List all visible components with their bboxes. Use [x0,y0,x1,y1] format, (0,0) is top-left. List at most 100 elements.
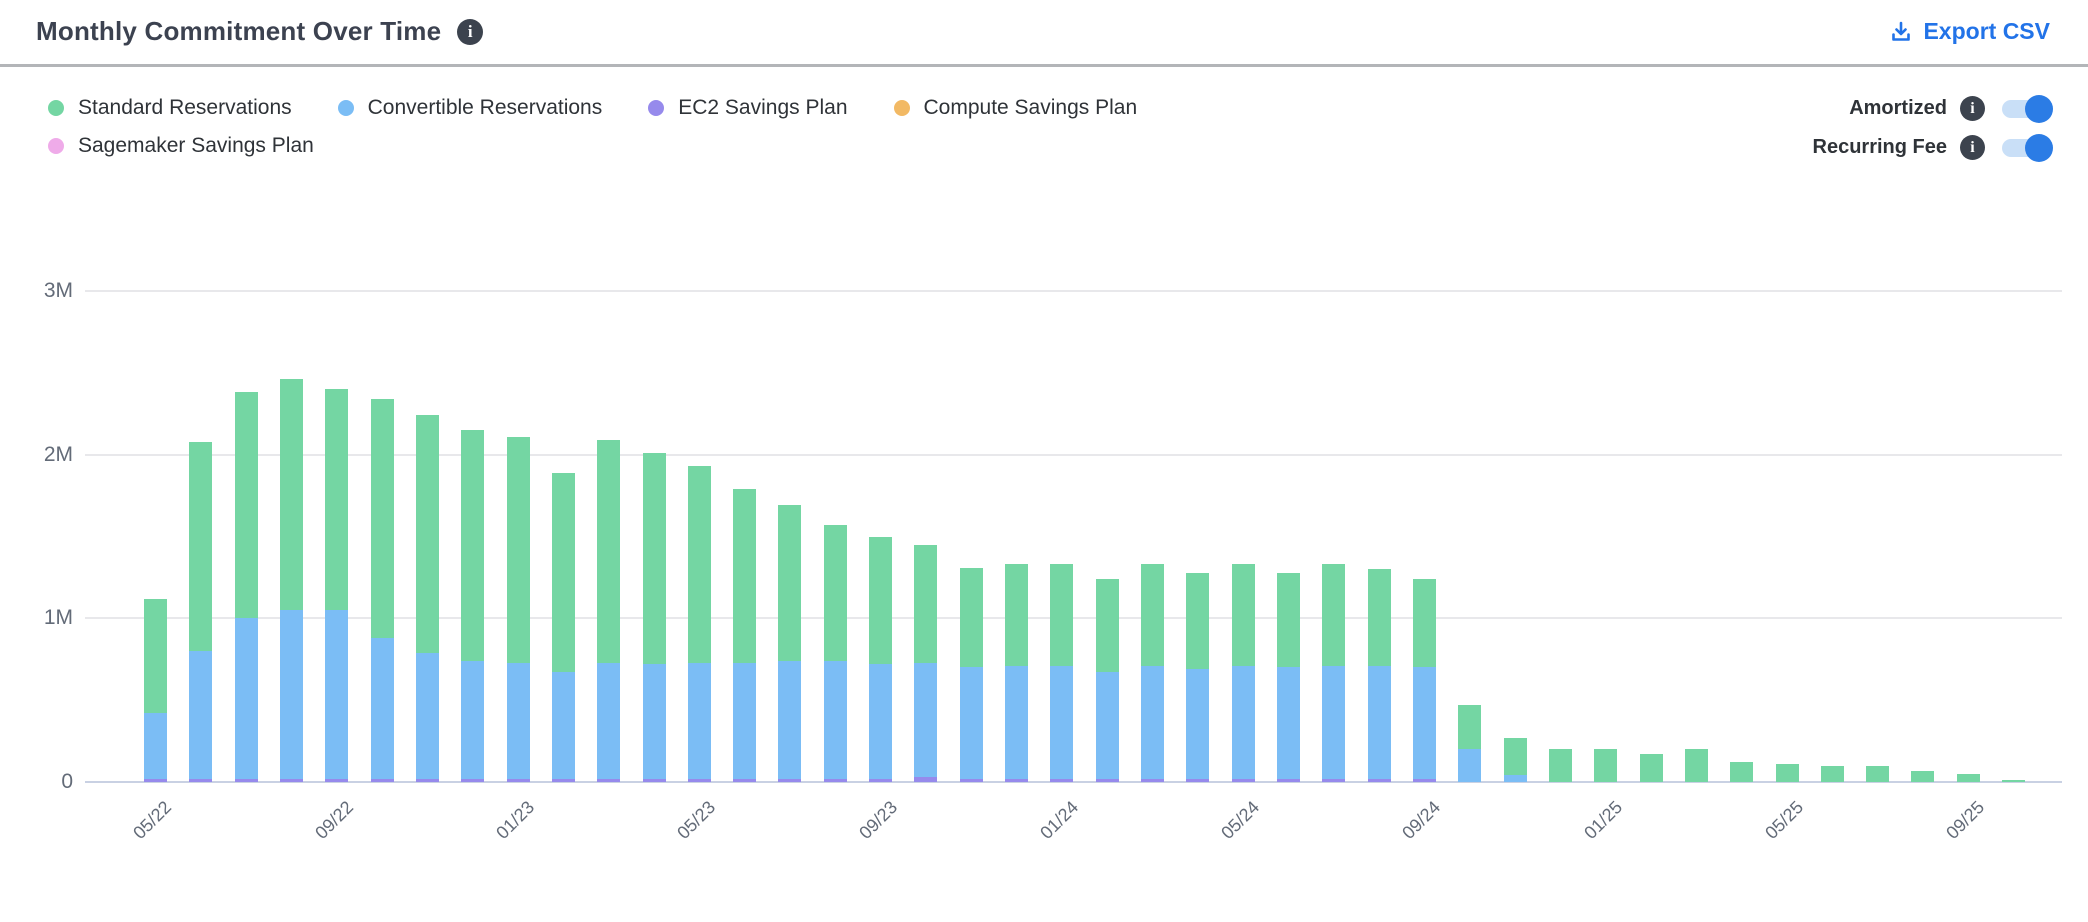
legend-item-sagemaker-savings-plan[interactable]: Sagemaker Savings Plan [48,134,314,158]
legend-dot [893,100,910,116]
bar-segment-standard-reservations [1050,564,1074,666]
bar-07/22[interactable] [234,392,258,782]
bar-segment-convertible-reservations [687,662,711,779]
bar-segment-convertible-reservations [189,651,213,779]
bar-segment-convertible-reservations [1458,749,1482,782]
bar-04/24[interactable] [1186,572,1210,782]
amortized-label: Amortized [1849,97,1947,119]
bar-segment-standard-reservations [1503,737,1527,776]
bar-06/22[interactable] [189,441,213,782]
bar-segment-standard-reservations [1141,564,1165,666]
bar-05/22[interactable] [144,598,167,782]
bar-segment-ec2-savings-plan [144,778,167,782]
bar-03/24[interactable] [1141,564,1165,782]
bar-01/23[interactable] [506,436,530,782]
bar-11/24[interactable] [1503,737,1527,782]
bar-08/25[interactable] [1911,770,1935,782]
bar-06/25[interactable] [1820,765,1844,782]
bar-01/24[interactable] [1050,564,1074,782]
bar-08/23[interactable] [823,525,847,782]
gridline-3M [85,289,2062,292]
bar-09/24[interactable] [1412,579,1436,782]
bar-02/24[interactable] [1095,579,1119,782]
bar-09/22[interactable] [325,389,349,782]
legend-item-standard-reservations[interactable]: Standard Reservations [48,96,292,120]
bar-segment-convertible-reservations [597,662,621,779]
bar-06/23[interactable] [733,489,757,782]
bar-08/22[interactable] [279,379,303,782]
bar-02/25[interactable] [1639,754,1663,782]
bar-12/23[interactable] [1005,564,1029,782]
bar-07/23[interactable] [778,505,802,782]
legend: Standard Reservations Convertible Reserva… [48,96,1448,158]
bar-09/23[interactable] [869,536,893,782]
bar-10/24[interactable] [1458,705,1482,782]
recurring-fee-info-icon[interactable]: i [1960,135,1985,160]
x-tick-label-09/24: 09/24 [1398,797,1445,843]
bar-05/24[interactable] [1231,564,1255,782]
bar-segment-standard-reservations [551,472,575,673]
bar-segment-convertible-reservations [1412,667,1436,779]
bar-segment-ec2-savings-plan [733,778,757,782]
bar-segment-convertible-reservations [279,610,303,779]
bar-04/23[interactable] [642,453,666,782]
bar-segment-standard-reservations [1594,749,1618,782]
bar-03/25[interactable] [1684,749,1708,782]
bar-segment-standard-reservations [823,525,847,661]
bar-segment-standard-reservations [1956,773,1980,782]
bar-03/23[interactable] [597,439,621,782]
title-info-icon[interactable]: i [457,18,484,45]
x-tick-label-09/22: 09/22 [310,797,357,843]
bar-segment-standard-reservations [1277,572,1300,668]
bar-segment-standard-reservations [2002,779,2026,782]
export-csv-button[interactable]: Export CSV [1889,18,2050,45]
toggle-group: Amortized i Recurring Fee i [1813,94,2053,162]
amortized-toggle[interactable] [2002,94,2053,123]
bar-05/23[interactable] [687,466,711,782]
bar-01/25[interactable] [1594,749,1618,782]
bar-02/23[interactable] [551,472,575,782]
legend-dot [648,100,665,116]
bar-segment-convertible-reservations [1095,672,1119,779]
x-tick-label-05/25: 05/25 [1761,797,1808,843]
bar-segment-ec2-savings-plan [189,778,213,782]
bar-segment-ec2-savings-plan [234,778,258,782]
bar-segment-ec2-savings-plan [506,778,530,782]
bar-12/24[interactable] [1548,749,1572,782]
y-tick-label-3M: 3M [43,278,73,302]
bar-segment-convertible-reservations [415,652,439,779]
bar-05/25[interactable] [1775,764,1799,782]
bar-06/24[interactable] [1277,572,1300,782]
bar-07/25[interactable] [1866,765,1890,782]
bar-11/23[interactable] [959,567,983,782]
recurring-fee-toggle-row: Recurring Fee i [1813,133,2053,162]
bar-12/22[interactable] [461,430,485,782]
bar-segment-standard-reservations [1684,749,1708,782]
bar-segment-standard-reservations [642,453,666,665]
bar-segment-standard-reservations [1367,569,1391,666]
bar-segment-standard-reservations [1911,770,1935,782]
x-tick-label-01/25: 01/25 [1579,797,1626,843]
header: Monthly Commitment Over Time i Export CS… [0,0,2088,64]
bar-10/23[interactable] [914,544,938,782]
page-title: Monthly Commitment Over Time [36,16,442,46]
bar-segment-convertible-reservations [778,660,802,779]
bar-08/24[interactable] [1367,569,1391,782]
bar-11/22[interactable] [415,415,439,782]
bar-segment-standard-reservations [1820,765,1844,782]
bar-09/25[interactable] [1956,773,1980,782]
x-tick-label-05/24: 05/24 [1217,797,1264,843]
bar-10/22[interactable] [370,399,394,782]
bar-04/25[interactable] [1730,762,1754,782]
recurring-fee-toggle[interactable] [2002,133,2053,162]
bar-segment-standard-reservations [189,441,213,652]
legend-item-ec2-savings-plan[interactable]: EC2 Savings Plan [648,96,848,120]
bar-07/24[interactable] [1322,564,1346,782]
legend-item-convertible-reservations[interactable]: Convertible Reservations [337,96,602,120]
bar-10/25[interactable] [2002,779,2026,782]
amortized-info-icon[interactable]: i [1960,96,1985,121]
legend-item-compute-savings-plan[interactable]: Compute Savings Plan [893,96,1137,120]
bar-segment-standard-reservations [415,415,439,653]
legend-dot [48,100,64,116]
